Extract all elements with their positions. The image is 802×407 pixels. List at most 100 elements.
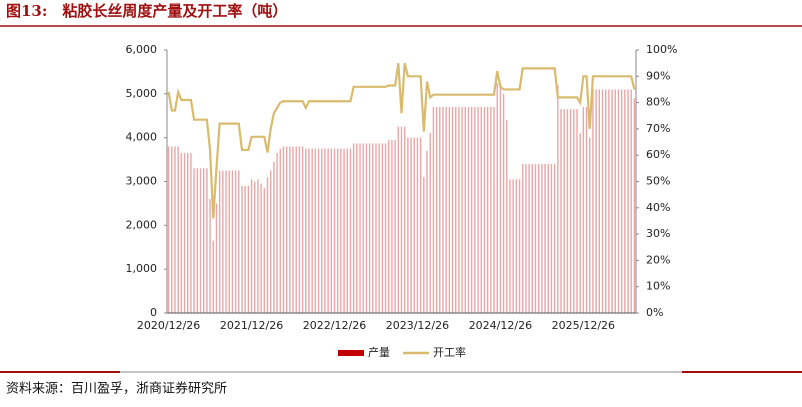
y-tick-label: 5,000 xyxy=(126,87,158,100)
bar xyxy=(435,106,438,313)
bar xyxy=(292,146,294,313)
bar xyxy=(349,148,352,313)
bar xyxy=(228,170,230,313)
bar xyxy=(177,146,179,313)
bar xyxy=(569,109,572,313)
bar xyxy=(225,170,227,313)
y2-tick-label: 40% xyxy=(646,201,670,214)
x-tick-label: 2020/12/26 xyxy=(137,319,200,332)
bar xyxy=(502,93,505,313)
bar xyxy=(199,168,202,313)
bar xyxy=(279,148,281,313)
bar xyxy=(633,98,636,313)
bar xyxy=(528,163,530,313)
bar xyxy=(579,133,581,313)
bar xyxy=(617,89,620,313)
bar xyxy=(368,143,371,313)
bar xyxy=(352,143,355,313)
bar xyxy=(541,163,543,313)
bar xyxy=(397,126,400,313)
bar xyxy=(365,143,368,313)
bar xyxy=(375,143,377,313)
bar xyxy=(254,181,256,313)
bar xyxy=(455,106,457,313)
bar xyxy=(403,126,406,313)
bar xyxy=(413,137,415,313)
bar xyxy=(604,89,607,313)
bar xyxy=(499,82,502,313)
bar xyxy=(512,179,514,313)
bar xyxy=(324,148,326,313)
bar xyxy=(515,179,518,313)
bar xyxy=(547,163,549,313)
bar xyxy=(534,163,537,313)
y-tick-label: 2,000 xyxy=(126,218,158,231)
bar xyxy=(557,85,559,313)
bar xyxy=(442,106,444,313)
bar xyxy=(180,153,183,313)
bar xyxy=(234,170,237,313)
bar xyxy=(506,120,508,313)
bar xyxy=(167,146,170,313)
bar xyxy=(394,139,396,313)
bar xyxy=(518,179,521,313)
bar xyxy=(330,148,333,313)
chart-title: 图13: 粘胶长丝周度产量及开工率（吨） xyxy=(6,2,287,20)
bar xyxy=(260,183,262,313)
bar xyxy=(461,106,463,313)
bar xyxy=(550,163,553,313)
bar xyxy=(566,109,569,313)
y2-tick-label: 100% xyxy=(646,43,677,56)
bar xyxy=(464,106,467,313)
bar xyxy=(222,170,224,313)
bar xyxy=(372,143,374,313)
bar xyxy=(384,143,387,313)
bar xyxy=(362,143,364,313)
y2-tick-label: 30% xyxy=(646,227,670,240)
bar xyxy=(391,139,393,313)
x-tick-label: 2025/12/26 xyxy=(552,319,615,332)
y2-tick-label: 60% xyxy=(646,148,670,161)
bar xyxy=(608,89,610,313)
bar xyxy=(269,170,272,313)
bar xyxy=(187,153,189,313)
y-tick-label: 0 xyxy=(150,306,157,319)
bar xyxy=(458,106,460,313)
bar xyxy=(314,148,317,313)
x-tick-label: 2024/12/26 xyxy=(469,319,532,332)
bar xyxy=(218,170,221,313)
y-tick-label: 3,000 xyxy=(126,175,158,188)
y-tick-label: 4,000 xyxy=(126,131,158,144)
bar xyxy=(614,89,616,313)
bar xyxy=(423,177,425,313)
bar xyxy=(238,170,240,313)
bar xyxy=(215,203,218,313)
legend-label: 开工率 xyxy=(433,345,466,359)
bar xyxy=(573,109,575,313)
bar xyxy=(419,137,422,313)
bar xyxy=(410,137,412,313)
bar xyxy=(209,199,211,313)
bar xyxy=(426,150,428,313)
bar xyxy=(308,148,310,313)
bar xyxy=(400,126,403,313)
bar xyxy=(381,143,384,313)
bar xyxy=(266,177,269,313)
bar xyxy=(388,139,390,313)
bar xyxy=(346,148,348,313)
bar xyxy=(190,153,192,313)
bar xyxy=(509,179,511,313)
bar xyxy=(273,161,275,313)
bar xyxy=(582,106,585,313)
bar xyxy=(289,146,291,313)
bar xyxy=(174,146,176,313)
line xyxy=(167,62,636,219)
bar xyxy=(470,106,473,313)
bar xyxy=(483,106,486,313)
bar xyxy=(327,148,329,313)
bar xyxy=(611,89,613,313)
y2-tick-label: 0% xyxy=(646,306,663,319)
bar xyxy=(620,89,623,313)
x-tick-label: 2021/12/26 xyxy=(220,319,283,332)
